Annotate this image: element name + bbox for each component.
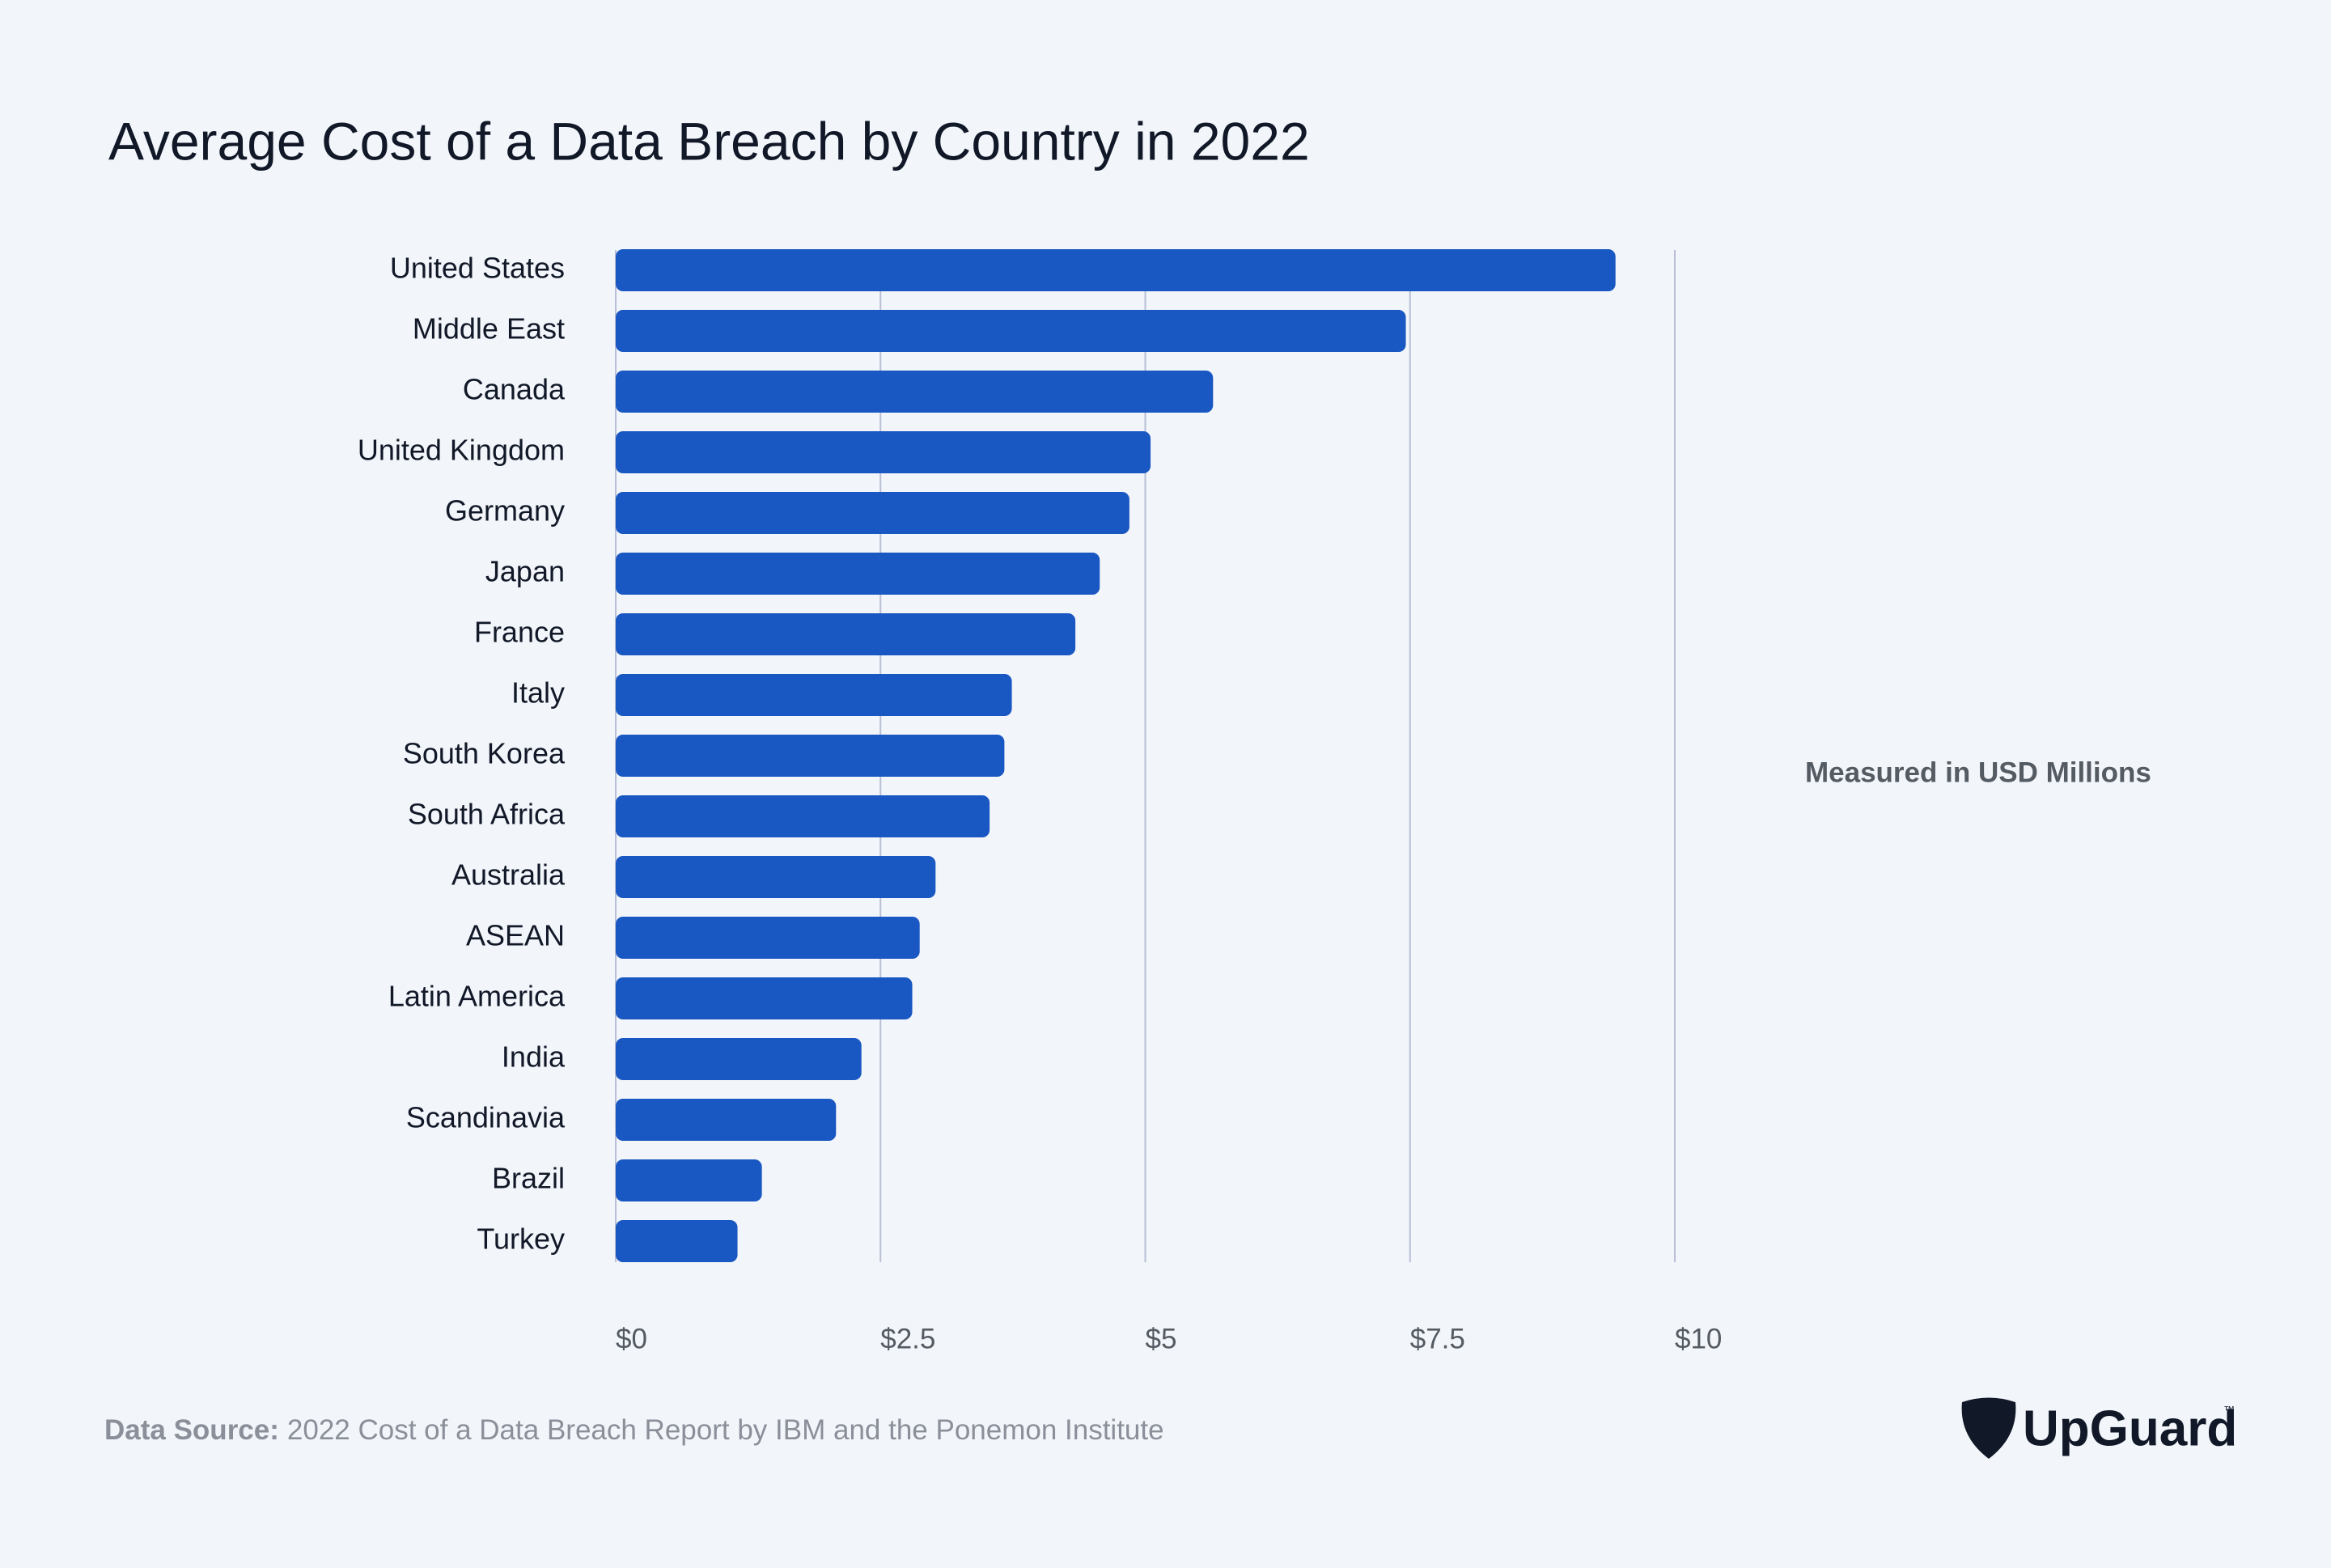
y-tick-label: Germany xyxy=(445,494,565,528)
bar xyxy=(616,249,1616,291)
bar xyxy=(616,553,1100,595)
bar xyxy=(616,735,1005,777)
y-tick-label: United Kingdom xyxy=(358,434,565,467)
annotation: Measured in USD Millions xyxy=(1805,756,2151,788)
y-tick-label: Brazil xyxy=(492,1162,565,1195)
bar xyxy=(616,1220,738,1262)
y-tick-label: Japan xyxy=(485,555,565,588)
bar xyxy=(616,674,1012,716)
bar xyxy=(616,1099,837,1141)
source: Data Source: 2022 Cost of a Data Breach R… xyxy=(104,1414,1164,1446)
logo-mark: ™ xyxy=(2223,1404,2235,1417)
x-tick-label: $7.5 xyxy=(1410,1323,1465,1354)
bar xyxy=(616,492,1129,534)
x-tick-label: $2.5 xyxy=(880,1323,935,1354)
y-tick-label: Australia xyxy=(451,858,566,892)
y-tick-label: Latin America xyxy=(388,980,566,1013)
y-tick-label: Scandinavia xyxy=(406,1101,566,1134)
x-tick-label: $10 xyxy=(1675,1323,1722,1354)
y-tick-label: Turkey xyxy=(477,1223,565,1256)
bar xyxy=(616,1159,762,1201)
y-tick-label: France xyxy=(474,616,565,649)
source-text: 2022 Cost of a Data Breach Report by IBM… xyxy=(287,1414,1164,1446)
bar xyxy=(616,613,1076,655)
bar xyxy=(616,795,990,837)
source-label: Data Source: xyxy=(104,1414,279,1446)
bar xyxy=(616,977,913,1019)
y-tick-label: Middle East xyxy=(413,312,565,345)
y-tick-label: India xyxy=(502,1040,566,1074)
y-tick-label: United States xyxy=(390,252,565,285)
bar xyxy=(616,371,1214,413)
bar xyxy=(616,1038,862,1080)
logo: UpGuard xyxy=(2023,1401,2237,1456)
logo-icon xyxy=(1961,1397,2016,1459)
y-tick-label: Italy xyxy=(511,676,565,710)
y-tick-label: ASEAN xyxy=(466,919,565,952)
bar xyxy=(616,310,1406,352)
y-tick-label: South Korea xyxy=(403,737,566,770)
x-tick-label: $5 xyxy=(1146,1323,1177,1354)
bar xyxy=(616,431,1151,473)
bar xyxy=(616,917,920,959)
bar xyxy=(616,856,936,898)
y-tick-label: Canada xyxy=(463,373,566,406)
y-tick-label: South Africa xyxy=(408,798,566,831)
chart-title: Average Cost of a Data Breach by Country… xyxy=(108,111,1310,171)
x-tick-label: $0 xyxy=(616,1323,647,1354)
